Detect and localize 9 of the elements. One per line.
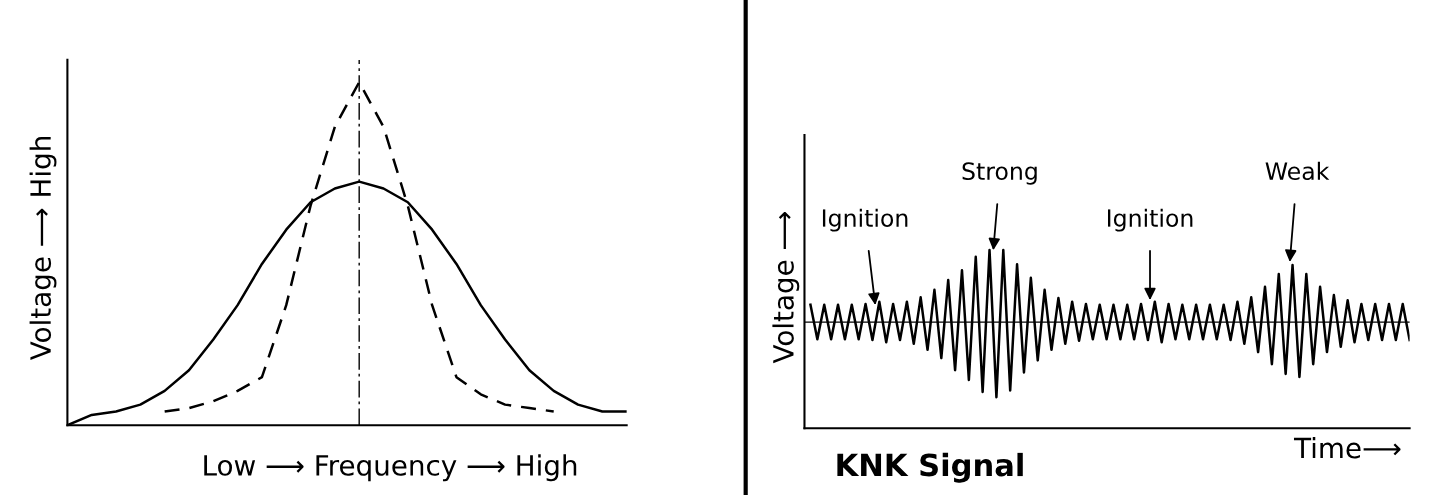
x-axis-title: Low ⟶ Frequency ⟶ High bbox=[204, 454, 577, 482]
text: Weak bbox=[1265, 161, 1330, 181]
text: Strong bbox=[962, 162, 1037, 185]
text: Ignition bbox=[1107, 208, 1193, 232]
y-axis-title: Voltage ⟶ High bbox=[29, 137, 57, 361]
y-axis-title: Voltage ⟶ bbox=[772, 212, 800, 364]
text: KNK Signal bbox=[837, 452, 1023, 483]
x-axis-title: Time⟶ bbox=[1293, 437, 1401, 459]
text: Ignition bbox=[822, 208, 908, 232]
